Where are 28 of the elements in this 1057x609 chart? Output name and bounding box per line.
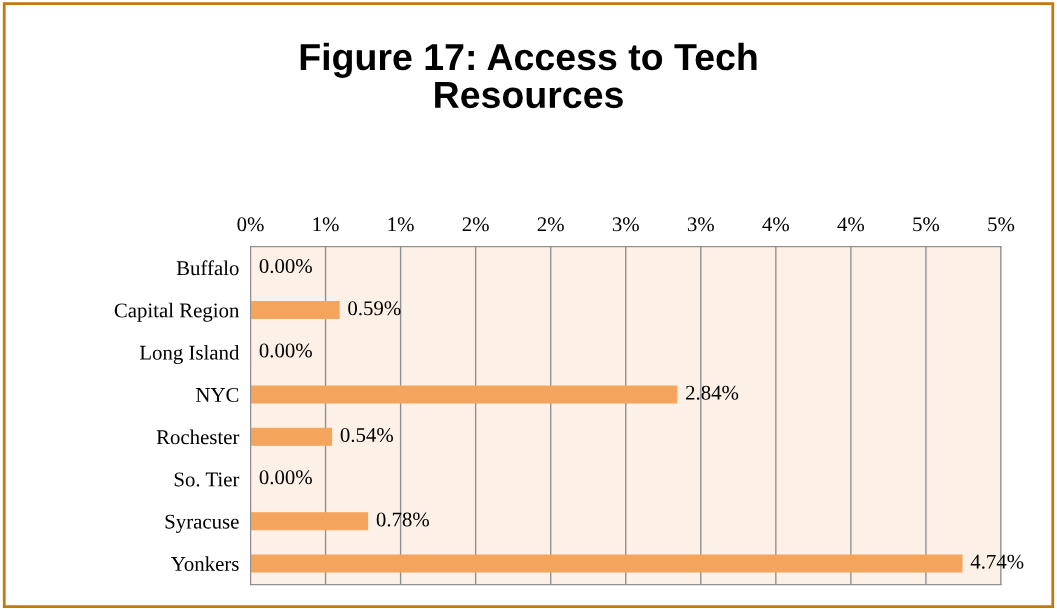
x-tick-label: 0% xyxy=(237,217,264,232)
y-tick-label: Long Island xyxy=(139,345,240,364)
x-tick-label: 4% xyxy=(837,217,865,232)
x-tick-label: 2% xyxy=(462,217,489,232)
x-tick-label: 4% xyxy=(762,217,790,232)
y-tick-label: Buffalo xyxy=(176,260,239,276)
data-label: 2.84% xyxy=(686,385,739,400)
x-tick-label: 5% xyxy=(913,217,940,232)
y-tick-label: Syracuse xyxy=(165,514,239,533)
x-tick-label: 3% xyxy=(687,217,714,232)
y-tick-label: Rochester xyxy=(156,429,240,445)
y-tick-label: So. Tier xyxy=(174,472,240,487)
x-tick-label: 3% xyxy=(612,217,639,232)
data-label: 0.00% xyxy=(259,258,312,274)
data-label: 0.78% xyxy=(376,512,430,527)
y-tick-label: Yonkers xyxy=(171,556,239,571)
x-tick-label: 5% xyxy=(988,217,1015,232)
data-label: 0.59% xyxy=(348,301,401,316)
x-tick-label: 1% xyxy=(388,217,414,232)
x-tick-label: 1% xyxy=(313,217,339,232)
y-tick-label: Capital Region xyxy=(114,302,240,322)
data-label: 0.54% xyxy=(340,427,393,443)
data-label: 4.74% xyxy=(970,554,1024,569)
data-label: 0.00% xyxy=(259,343,312,358)
y-tick-label: NYC xyxy=(196,387,239,402)
data-label: 0.00% xyxy=(259,470,312,485)
x-tick-label: 2% xyxy=(537,217,564,232)
chart-title: Figure 17: Access to Tech Resources xyxy=(300,42,757,109)
